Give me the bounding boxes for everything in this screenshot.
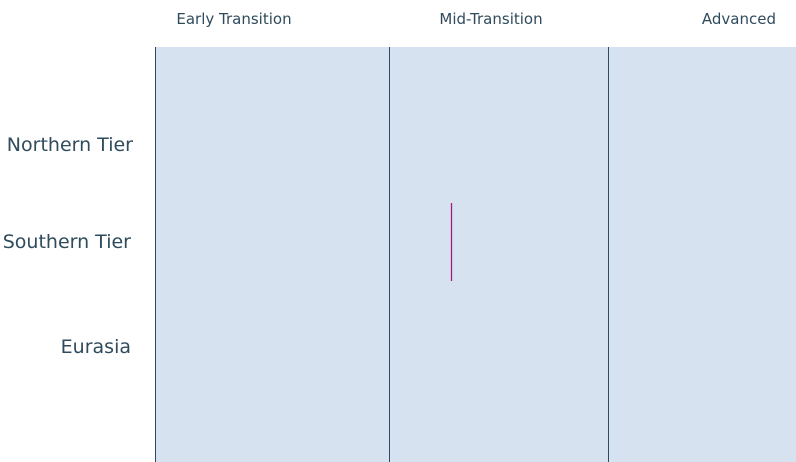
column-label: Mid-Transition	[439, 10, 542, 28]
panel	[155, 47, 796, 462]
column-label: Advanced	[702, 10, 776, 28]
row-label: Southern Tier	[3, 231, 131, 253]
row-label: Northern Tier	[7, 134, 133, 156]
row-label: Eurasia	[61, 336, 131, 358]
column-label: Early Transition	[176, 10, 291, 28]
